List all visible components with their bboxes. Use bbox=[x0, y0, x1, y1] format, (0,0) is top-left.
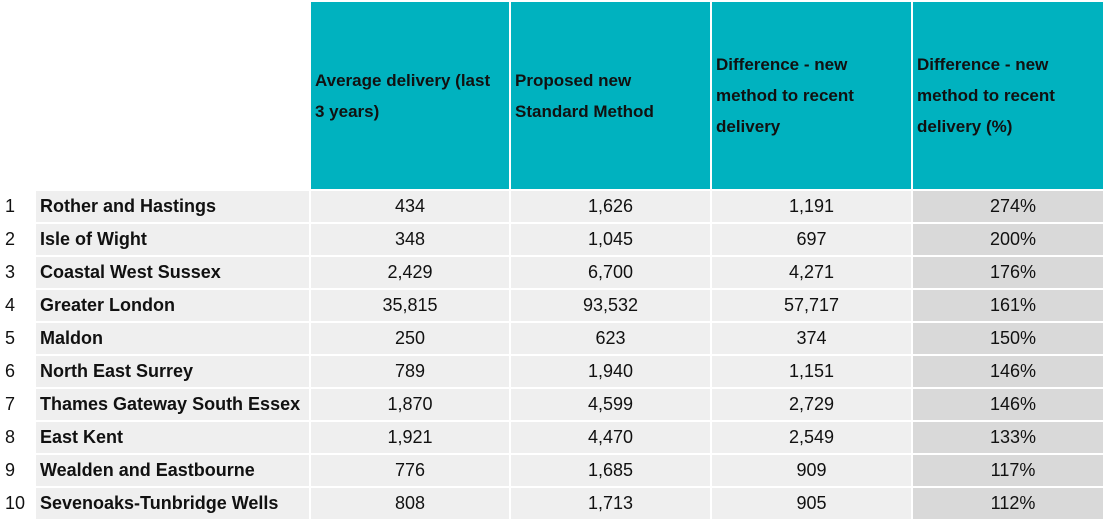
row-proposed: 4,599 bbox=[511, 389, 710, 420]
row-difference: 1,151 bbox=[712, 356, 911, 387]
row-difference-percent: 176% bbox=[913, 257, 1103, 288]
row-difference-percent: 150% bbox=[913, 323, 1103, 354]
row-name: Isle of Wight bbox=[36, 224, 309, 255]
row-rank: 1 bbox=[1, 191, 34, 222]
row-difference: 697 bbox=[712, 224, 911, 255]
row-proposed: 1,713 bbox=[511, 488, 710, 519]
row-name: Coastal West Sussex bbox=[36, 257, 309, 288]
row-difference: 4,271 bbox=[712, 257, 911, 288]
row-proposed: 1,626 bbox=[511, 191, 710, 222]
header-blank-name bbox=[36, 2, 309, 189]
row-difference-percent: 112% bbox=[913, 488, 1103, 519]
row-average-delivery: 434 bbox=[311, 191, 509, 222]
row-difference-percent: 161% bbox=[913, 290, 1103, 321]
row-rank: 6 bbox=[1, 356, 34, 387]
header-difference: Difference - new method to recent delive… bbox=[712, 2, 911, 189]
row-name: Wealden and Eastbourne bbox=[36, 455, 309, 486]
row-average-delivery: 789 bbox=[311, 356, 509, 387]
row-proposed: 6,700 bbox=[511, 257, 710, 288]
row-difference: 2,729 bbox=[712, 389, 911, 420]
row-difference-percent: 146% bbox=[913, 356, 1103, 387]
header-blank-rank bbox=[1, 2, 34, 189]
row-rank: 4 bbox=[1, 290, 34, 321]
header-average-delivery: Average delivery (last 3 years) bbox=[311, 2, 509, 189]
row-difference-percent: 274% bbox=[913, 191, 1103, 222]
header-difference-percent: Difference - new method to recent delive… bbox=[913, 2, 1103, 189]
row-rank: 2 bbox=[1, 224, 34, 255]
row-rank: 8 bbox=[1, 422, 34, 453]
row-name: East Kent bbox=[36, 422, 309, 453]
row-name: North East Surrey bbox=[36, 356, 309, 387]
row-average-delivery: 808 bbox=[311, 488, 509, 519]
row-proposed: 1,045 bbox=[511, 224, 710, 255]
row-rank: 9 bbox=[1, 455, 34, 486]
row-difference: 909 bbox=[712, 455, 911, 486]
row-rank: 7 bbox=[1, 389, 34, 420]
row-average-delivery: 776 bbox=[311, 455, 509, 486]
row-difference: 2,549 bbox=[712, 422, 911, 453]
row-proposed: 1,685 bbox=[511, 455, 710, 486]
row-average-delivery: 348 bbox=[311, 224, 509, 255]
row-proposed: 4,470 bbox=[511, 422, 710, 453]
row-rank: 5 bbox=[1, 323, 34, 354]
row-difference: 905 bbox=[712, 488, 911, 519]
row-rank: 3 bbox=[1, 257, 34, 288]
row-name: Greater London bbox=[36, 290, 309, 321]
row-proposed: 93,532 bbox=[511, 290, 710, 321]
row-name: Maldon bbox=[36, 323, 309, 354]
row-average-delivery: 1,870 bbox=[311, 389, 509, 420]
row-average-delivery: 35,815 bbox=[311, 290, 509, 321]
header-proposed-standard-method: Proposed new Standard Method bbox=[511, 2, 710, 189]
row-difference: 57,717 bbox=[712, 290, 911, 321]
row-proposed: 1,940 bbox=[511, 356, 710, 387]
row-difference-percent: 146% bbox=[913, 389, 1103, 420]
row-difference-percent: 200% bbox=[913, 224, 1103, 255]
row-name: Thames Gateway South Essex bbox=[36, 389, 309, 420]
row-difference: 374 bbox=[712, 323, 911, 354]
row-difference-percent: 133% bbox=[913, 422, 1103, 453]
row-proposed: 623 bbox=[511, 323, 710, 354]
row-average-delivery: 250 bbox=[311, 323, 509, 354]
row-name: Sevenoaks-Tunbridge Wells bbox=[36, 488, 309, 519]
row-difference-percent: 117% bbox=[913, 455, 1103, 486]
row-name: Rother and Hastings bbox=[36, 191, 309, 222]
row-difference: 1,191 bbox=[712, 191, 911, 222]
row-average-delivery: 2,429 bbox=[311, 257, 509, 288]
row-rank: 10 bbox=[1, 488, 34, 519]
row-average-delivery: 1,921 bbox=[311, 422, 509, 453]
